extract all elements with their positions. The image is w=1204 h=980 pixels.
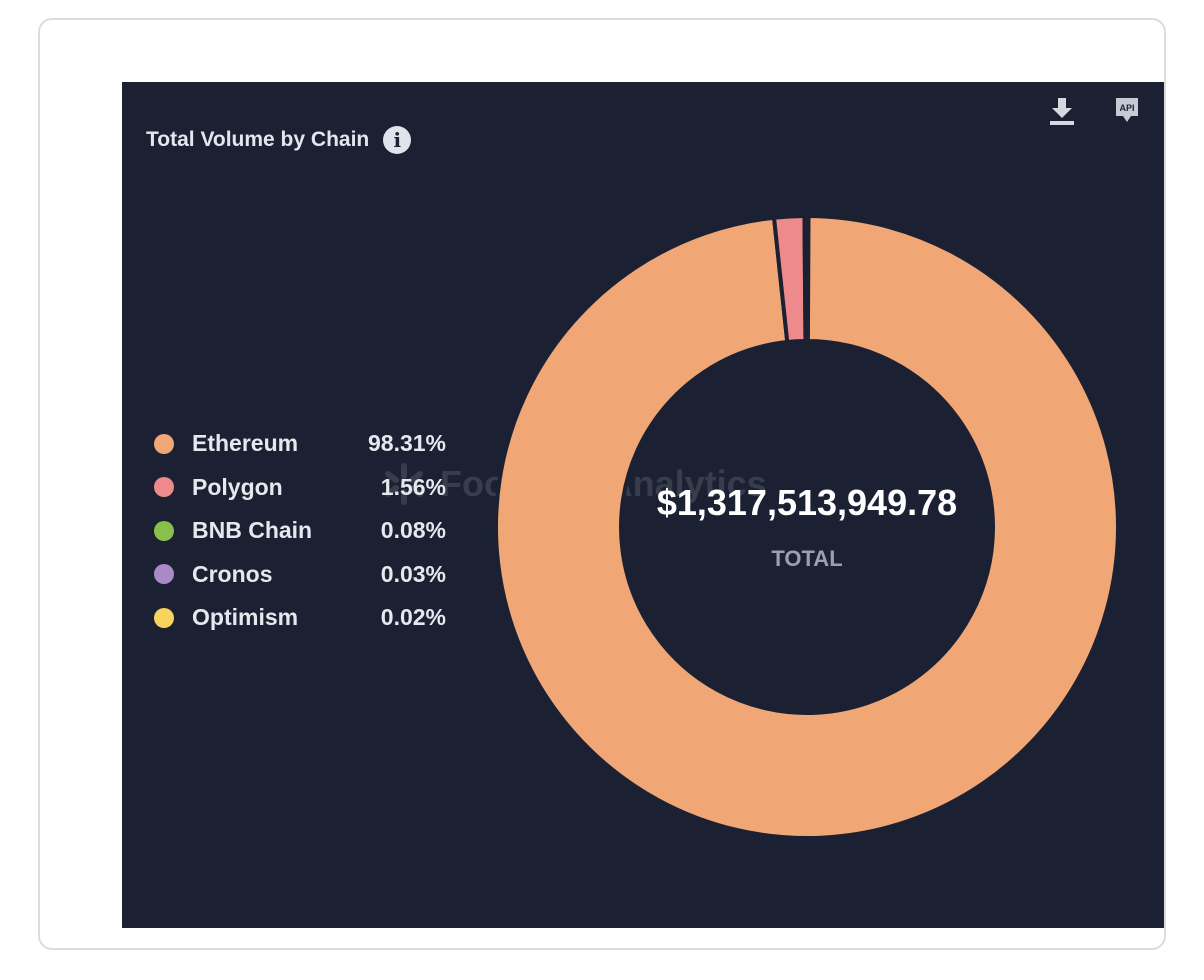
- download-icon[interactable]: [1048, 96, 1076, 131]
- legend-value: 0.03%: [380, 560, 446, 587]
- legend-item[interactable]: Optimism 0.02%: [154, 596, 446, 640]
- legend-label: Optimism: [192, 604, 299, 631]
- total-label: TOTAL: [771, 546, 843, 571]
- legend-label: BNB Chain: [192, 517, 313, 544]
- chart-title-row: Total Volume by Chain i: [146, 126, 412, 154]
- legend-label: Cronos: [192, 560, 273, 587]
- donut-chart: [494, 213, 1120, 840]
- total-value: $1,317,513,949.78: [656, 482, 958, 523]
- chart-title: Total Volume by Chain: [146, 128, 370, 151]
- footprint-logo-icon: [385, 463, 423, 505]
- legend: Ethereum 98.31% Polygon 1.56% BNB Chain 0.08%…: [154, 422, 446, 640]
- legend-swatch: [154, 520, 174, 541]
- legend-swatch: [154, 564, 174, 585]
- chart-panel: Total Volume by Chain i API Footprint An…: [122, 82, 1164, 928]
- api-label: API: [1119, 103, 1134, 113]
- api-button[interactable]: API: [1114, 96, 1140, 131]
- legend-label: Ethereum: [192, 430, 299, 457]
- legend-value: 98.31%: [367, 430, 446, 457]
- chart-card: Total Volume by Chain i API Footprint An…: [38, 18, 1166, 950]
- legend-item[interactable]: Cronos 0.03%: [154, 553, 446, 597]
- donut-slice-optimism[interactable]: [805, 213, 811, 344]
- legend-item[interactable]: BNB Chain 0.08%: [154, 509, 446, 553]
- legend-value: 0.02%: [380, 604, 446, 631]
- info-icon[interactable]: i: [383, 126, 412, 154]
- legend-swatch: [154, 477, 174, 498]
- legend-swatch: [154, 607, 174, 628]
- legend-swatch: [154, 433, 174, 454]
- donut-slice-ethereum[interactable]: [494, 213, 1120, 840]
- legend-item[interactable]: Ethereum 98.31%: [154, 422, 446, 466]
- legend-item[interactable]: Polygon 1.56%: [154, 466, 446, 510]
- legend-value: 0.08%: [380, 517, 446, 544]
- legend-label: Polygon: [192, 473, 283, 500]
- legend-value: 1.56%: [380, 473, 446, 500]
